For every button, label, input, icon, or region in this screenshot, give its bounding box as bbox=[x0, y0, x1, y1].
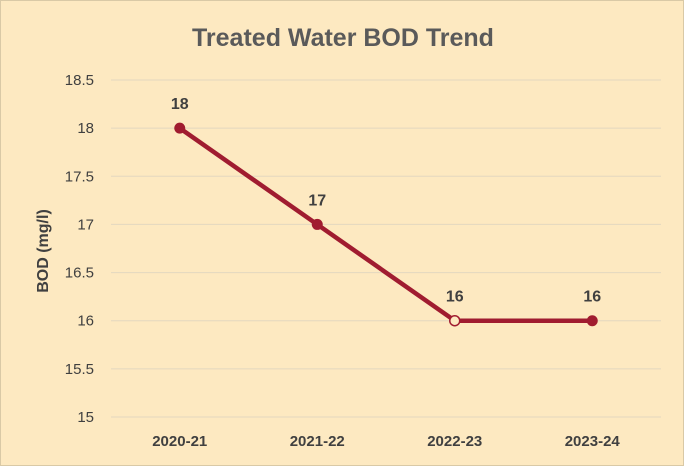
x-tick-label: 2023-24 bbox=[565, 433, 621, 450]
x-tick-label: 2022-23 bbox=[427, 433, 482, 450]
data-point bbox=[449, 314, 461, 327]
chart-title: Treated Water BOD Trend bbox=[192, 24, 494, 52]
data-label: 16 bbox=[446, 289, 464, 306]
y-axis-ticks: 15 15.5 16 16.5 17 17.5 18 18.5 bbox=[65, 72, 94, 426]
gridlines bbox=[111, 79, 661, 418]
data-label: 16 bbox=[583, 289, 601, 306]
x-tick-label: 2020-21 bbox=[152, 433, 207, 450]
data-point-layer bbox=[174, 122, 598, 327]
data-label-layer: 18 17 16 16 bbox=[171, 96, 601, 306]
data-point bbox=[174, 122, 186, 134]
y-tick-label: 18 bbox=[77, 120, 94, 137]
x-axis-ticks: 2020-21 2021-22 2022-23 2023-24 bbox=[152, 433, 620, 450]
y-tick-label: 15.5 bbox=[65, 361, 94, 378]
series-line-layer bbox=[177, 125, 595, 323]
y-tick-label: 17 bbox=[77, 216, 94, 233]
y-axis-label: BOD (mg/l) bbox=[35, 209, 52, 293]
data-point bbox=[586, 315, 598, 327]
y-tick-label: 15 bbox=[77, 409, 94, 426]
y-tick-label: 18.5 bbox=[65, 72, 94, 89]
y-tick-label: 16 bbox=[77, 313, 94, 330]
data-point bbox=[311, 218, 323, 230]
x-tick-label: 2021-22 bbox=[290, 433, 345, 450]
data-label: 18 bbox=[171, 96, 189, 113]
series-line bbox=[177, 125, 595, 323]
y-tick-label: 17.5 bbox=[65, 168, 94, 185]
data-label: 17 bbox=[308, 192, 326, 209]
y-tick-label: 16.5 bbox=[65, 265, 94, 282]
